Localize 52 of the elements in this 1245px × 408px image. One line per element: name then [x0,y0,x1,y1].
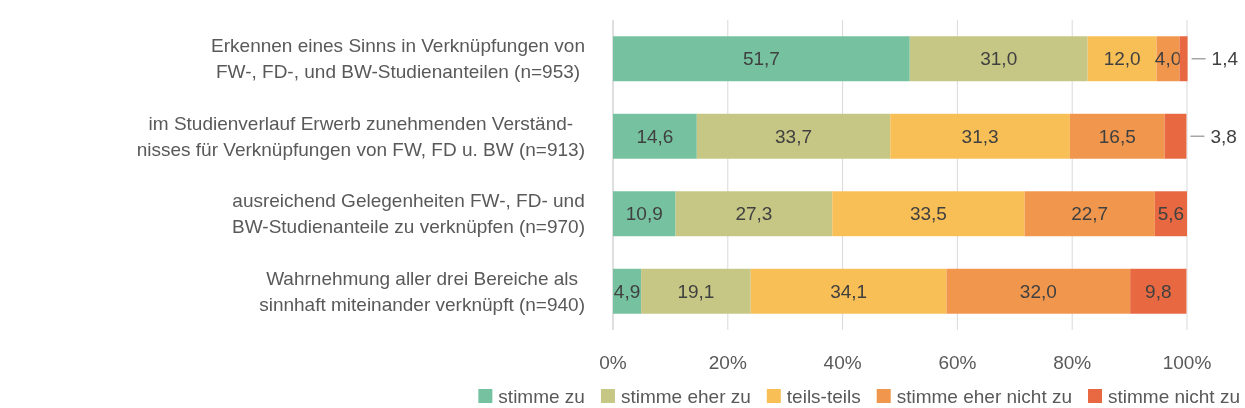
data-label: 4,0 [1154,48,1182,70]
legend-label: stimme zu [498,385,585,407]
data-label: 19,1 [677,280,715,302]
bar [832,191,1025,237]
bar [750,268,947,314]
data-label: 4,9 [613,280,641,302]
y-tick-label: Erkennen eines Sinns in Verknüpfungen von FW-, FD-, und BW-Studienanteilen (n=953) [211,35,585,83]
x-tick-label: 40% [823,351,862,373]
data-label: 31,3 [961,125,999,147]
bar [1179,36,1188,82]
bar [613,36,910,82]
data-label: 1,4 [1211,48,1239,70]
data-label: 31,0 [980,48,1018,70]
legend-label: stimme nicht zu [1108,385,1240,407]
y-tick-label: ausreichend Gelegenheiten FW-, FD- und BW-Studienanteile zu verknüpfen (n=970) [232,190,585,238]
y-tick-label: im Studienverlauf Erwerb zunehmenden Verständ- nisses für Verknüpfungen von FW, FD u. BW (n=913) [136,112,585,160]
bar [696,113,891,159]
data-label: 14,6 [636,125,674,147]
data-label: 10,9 [625,203,663,225]
x-tick-label: 0% [599,351,627,373]
data-label: 9,8 [1145,280,1172,302]
legend-label: stimme eher nicht zu [896,385,1073,407]
x-tick-label: 60% [938,351,977,373]
data-label: 5,6 [1157,203,1185,225]
legend-label: teils-teils [786,385,861,407]
x-tick-label: 100% [1162,351,1212,373]
data-label: 22,7 [1071,203,1109,225]
bar [890,113,1070,159]
bar [641,268,751,314]
x-tick-label: 80% [1053,351,1092,373]
bar [1130,268,1187,314]
bar [1024,191,1155,237]
bar [909,36,1088,82]
data-label: 12,0 [1103,48,1141,70]
bar [613,113,697,159]
data-label: 27,3 [735,203,773,225]
data-label: 32,0 [1019,280,1057,302]
data-label: 34,1 [830,280,868,302]
data-label: 33,5 [909,203,947,225]
bar [1164,113,1187,159]
x-tick-label: 20% [708,351,747,373]
data-label: 3,8 [1210,125,1237,147]
bar [1069,113,1165,159]
legend-label: stimme eher zu [620,385,751,407]
bar [675,191,833,237]
y-tick-label: Wahrnehmung aller drei Bereiche als sinnhaft miteinander verknüpft (n=940) [259,267,585,315]
bar [946,268,1131,314]
data-label: 16,5 [1098,125,1136,147]
bar [613,191,676,237]
data-label: 33,7 [775,125,813,147]
data-label: 51,7 [742,48,780,70]
bar [1087,36,1157,82]
